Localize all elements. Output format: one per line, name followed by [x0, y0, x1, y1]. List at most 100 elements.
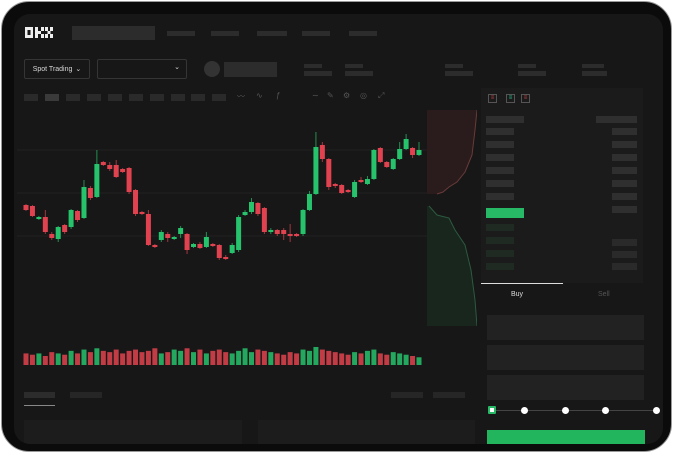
ask-price	[486, 154, 514, 161]
volume-bar	[287, 352, 293, 365]
search-bar[interactable]	[72, 26, 155, 40]
timeframe-button[interactable]	[171, 94, 185, 101]
volume-bar	[36, 353, 42, 365]
bid-price	[486, 250, 514, 257]
nav-item[interactable]	[167, 31, 195, 36]
slider-step[interactable]	[562, 407, 569, 414]
buy-submit-button[interactable]	[487, 430, 645, 444]
orders-panel	[24, 420, 242, 444]
volume-bar	[403, 354, 409, 365]
buy-tab[interactable]: Buy	[511, 291, 524, 298]
volume-bar	[345, 354, 351, 365]
timeframe-button[interactable]	[212, 94, 226, 101]
price-input[interactable]	[487, 315, 644, 340]
volume-bar	[313, 347, 319, 365]
line-tool-icon[interactable]: ∼	[312, 91, 319, 100]
candle-body	[390, 159, 396, 169]
pencil-icon[interactable]: ✎	[327, 91, 334, 100]
nav-item[interactable]	[349, 31, 377, 36]
spot-trading-dropdown[interactable]: Spot Trading ⌄	[24, 59, 90, 79]
candle-body	[319, 145, 325, 159]
volume-bar	[268, 352, 274, 365]
candlestick-chart[interactable]	[17, 110, 429, 370]
timeframe-button[interactable]	[87, 94, 101, 101]
indicator-icon[interactable]: ∿	[256, 91, 263, 100]
nav-item[interactable]	[211, 31, 239, 36]
stat-value	[518, 71, 546, 76]
timeframe-button-active[interactable]	[45, 94, 59, 101]
tab-order-history[interactable]	[70, 392, 102, 398]
camera-icon[interactable]: ◎	[360, 91, 367, 100]
volume-bar	[242, 348, 248, 365]
slider-step[interactable]	[521, 407, 528, 414]
bid-depth-area	[427, 206, 477, 326]
nav-item[interactable]	[302, 31, 330, 36]
candle-body	[49, 234, 55, 238]
candle-body	[197, 244, 203, 248]
chart-type-icon[interactable]: 〰	[237, 92, 245, 101]
candle-body	[364, 179, 370, 184]
slider-handle[interactable]	[488, 406, 496, 414]
total-input[interactable]	[487, 375, 644, 400]
candle-body	[358, 180, 364, 182]
orderbook-header-amount	[596, 116, 637, 123]
orderbook-both-view-icon[interactable]: ≡	[488, 94, 497, 103]
volume-bar	[397, 353, 403, 365]
candle-body	[68, 210, 74, 227]
nav-item[interactable]	[257, 31, 287, 36]
ask-amount	[612, 154, 637, 161]
volume-bar	[94, 348, 100, 365]
filter-button[interactable]	[433, 392, 465, 398]
volume-bar	[178, 350, 184, 365]
timeframe-button[interactable]	[108, 94, 122, 101]
volume-bar	[255, 349, 261, 365]
price-display	[224, 62, 277, 77]
volume-bar	[120, 353, 126, 365]
sell-tab[interactable]: Sell	[598, 291, 610, 298]
volume-bar	[42, 356, 48, 365]
ask-amount	[612, 193, 637, 200]
pair-selector[interactable]: ⌄	[97, 59, 187, 79]
fullscreen-icon[interactable]: ⤢	[378, 91, 385, 100]
volume-bar	[210, 350, 216, 365]
ask-depth-line	[436, 110, 477, 195]
chevron-down-icon: ⌄	[75, 66, 82, 73]
slider-step[interactable]	[602, 407, 609, 414]
candle-body	[416, 150, 422, 155]
volume-bar	[152, 348, 158, 365]
amount-input[interactable]	[487, 345, 644, 370]
candle-body	[36, 217, 42, 219]
orderbook-bids-view-icon[interactable]: ≡	[506, 94, 515, 103]
volume-bar	[133, 349, 139, 365]
tab-open-orders[interactable]	[24, 392, 55, 398]
filter-button[interactable]	[391, 392, 423, 398]
candle-body	[171, 237, 177, 239]
settings-icon[interactable]: ⚙	[343, 91, 351, 100]
candle-body	[152, 245, 158, 247]
slider-step[interactable]	[653, 407, 660, 414]
candle-body	[294, 234, 300, 236]
formula-icon[interactable]: ƒ	[276, 91, 281, 100]
candle-body	[75, 211, 81, 220]
ask-price	[486, 141, 514, 148]
timeframe-button[interactable]	[150, 94, 164, 101]
candle-body	[326, 159, 332, 187]
timeframe-button[interactable]	[129, 94, 143, 101]
okx-logo	[25, 27, 53, 38]
candle-body	[113, 165, 119, 177]
timeframe-button[interactable]	[191, 94, 205, 101]
candle-body	[133, 190, 139, 214]
candle-body	[287, 234, 293, 236]
candle-body	[274, 230, 280, 234]
orderbook-asks-view-icon[interactable]: ≡	[521, 94, 530, 103]
ask-price	[486, 193, 514, 200]
stat-label	[582, 64, 604, 68]
bid-amount	[612, 251, 637, 258]
volume-bar	[68, 350, 74, 365]
bid-price	[486, 263, 514, 270]
volume-bar	[107, 352, 113, 365]
timeframe-button[interactable]	[66, 94, 80, 101]
leverage-slider-track[interactable]	[492, 410, 657, 411]
timeframe-button[interactable]	[24, 94, 38, 101]
stat-label	[445, 64, 463, 68]
